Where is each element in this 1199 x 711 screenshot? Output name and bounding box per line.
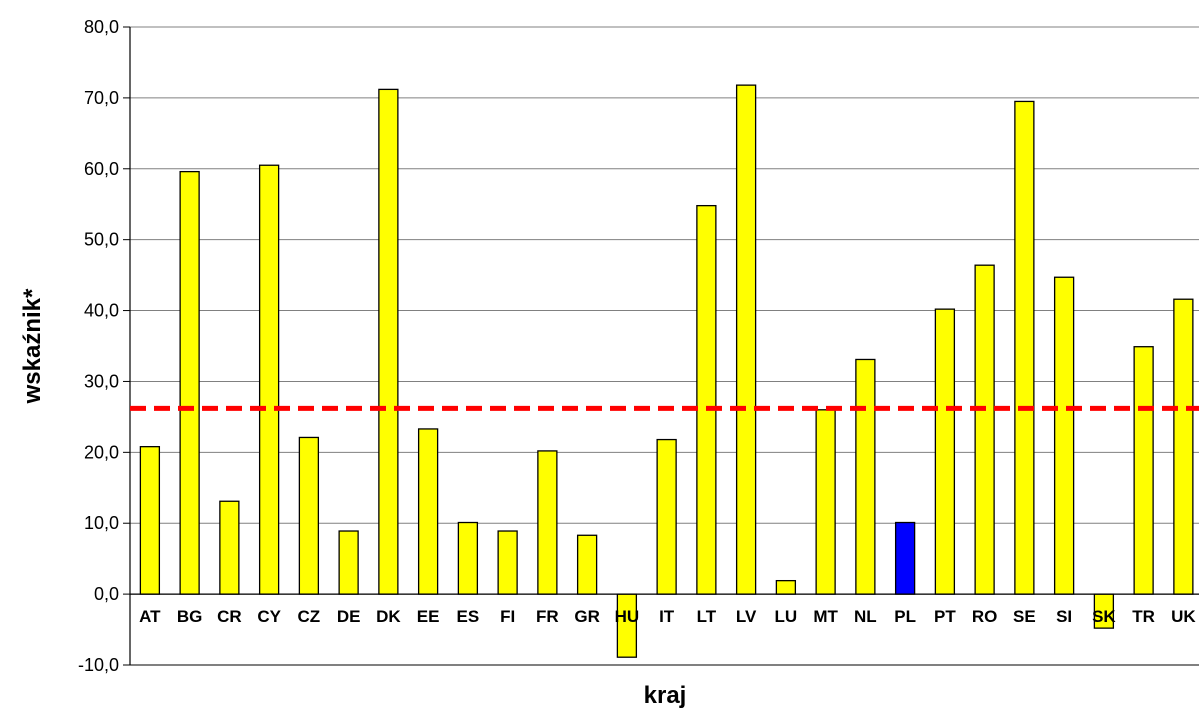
x-tick-label: IT (659, 607, 675, 626)
bar-pt (934, 308, 956, 595)
x-tick-label: PT (934, 607, 956, 626)
bar-lu (775, 579, 797, 595)
bar-mt (815, 409, 836, 595)
bar-uk (1173, 298, 1194, 595)
x-tick-label: DK (376, 607, 401, 626)
y-tick-label: 0,0 (94, 584, 119, 604)
y-tick-labels: -10,0 0,0 10,0 20,0 30,0 40,0 50,0 60,0 70,0 80,0 (78, 17, 119, 675)
bar-fi (497, 530, 518, 595)
x-tick-label: DE (337, 607, 361, 626)
y-tick-label: -10,0 (78, 655, 119, 675)
y-axis-title: wskaźnik* (19, 288, 46, 404)
bar-at (139, 446, 161, 595)
y-tick-label: 20,0 (84, 442, 119, 462)
axes (129, 27, 1199, 666)
bar-cz (298, 436, 320, 595)
bar-tr (1133, 346, 1154, 595)
x-tick-label: FR (536, 607, 559, 626)
y-tick-label: 10,0 (84, 513, 119, 533)
bar-lv (735, 84, 757, 595)
bar-bg (179, 170, 200, 595)
x-tick-label: RO (972, 607, 998, 626)
bar-cy (258, 164, 280, 595)
x-axis-title: kraj (644, 682, 687, 709)
x-tick-label: LU (775, 607, 798, 626)
x-tick-label: SE (1013, 607, 1036, 626)
x-tick-label: ES (457, 607, 480, 626)
bar-es (457, 521, 479, 595)
bar-dk (378, 88, 399, 595)
y-tick-label: 30,0 (84, 371, 119, 391)
x-tick-label: LV (736, 607, 757, 626)
x-category-labels: AT BG CR CY CZ DE DK EE ES FI FR GR HU IT LT LV LU MT NL PL… (139, 607, 1196, 626)
bar-ee (417, 428, 439, 595)
x-tick-label: MT (813, 607, 838, 626)
x-tick-label: CZ (298, 607, 321, 626)
y-tick-label: 80,0 (84, 17, 119, 37)
bar-de (338, 530, 359, 595)
x-tick-label: UK (1171, 607, 1196, 626)
bars (139, 84, 1194, 658)
x-tick-label: PL (894, 607, 916, 626)
bar-ro (974, 264, 995, 595)
x-tick-label: NL (854, 607, 877, 626)
x-tick-label: CY (257, 607, 281, 626)
x-tick-label: TR (1132, 607, 1155, 626)
bar-it (656, 438, 677, 595)
x-tick-label: FI (500, 607, 515, 626)
bar-si (1053, 276, 1075, 595)
x-tick-label: AT (139, 607, 161, 626)
x-tick-label: HU (615, 607, 640, 626)
x-tick-label: GR (574, 607, 600, 626)
bar-se (1014, 100, 1035, 595)
y-tick-label: 60,0 (84, 159, 119, 179)
x-tick-label: SK (1092, 607, 1116, 626)
bar-lt (696, 204, 717, 595)
x-tick-label: BG (177, 607, 203, 626)
x-tick-label: LT (697, 607, 717, 626)
y-tick-label: 70,0 (84, 88, 119, 108)
x-tick-label: CR (217, 607, 242, 626)
bar-pl (894, 521, 916, 595)
x-tick-label: EE (417, 607, 440, 626)
bar-cr (219, 500, 240, 595)
bar-gr (576, 534, 598, 595)
bar-fr (537, 450, 558, 595)
y-tick-label: 50,0 (84, 230, 119, 250)
x-tick-label: SI (1056, 607, 1072, 626)
y-tick-label: 40,0 (84, 301, 119, 321)
bar-nl (855, 358, 876, 595)
